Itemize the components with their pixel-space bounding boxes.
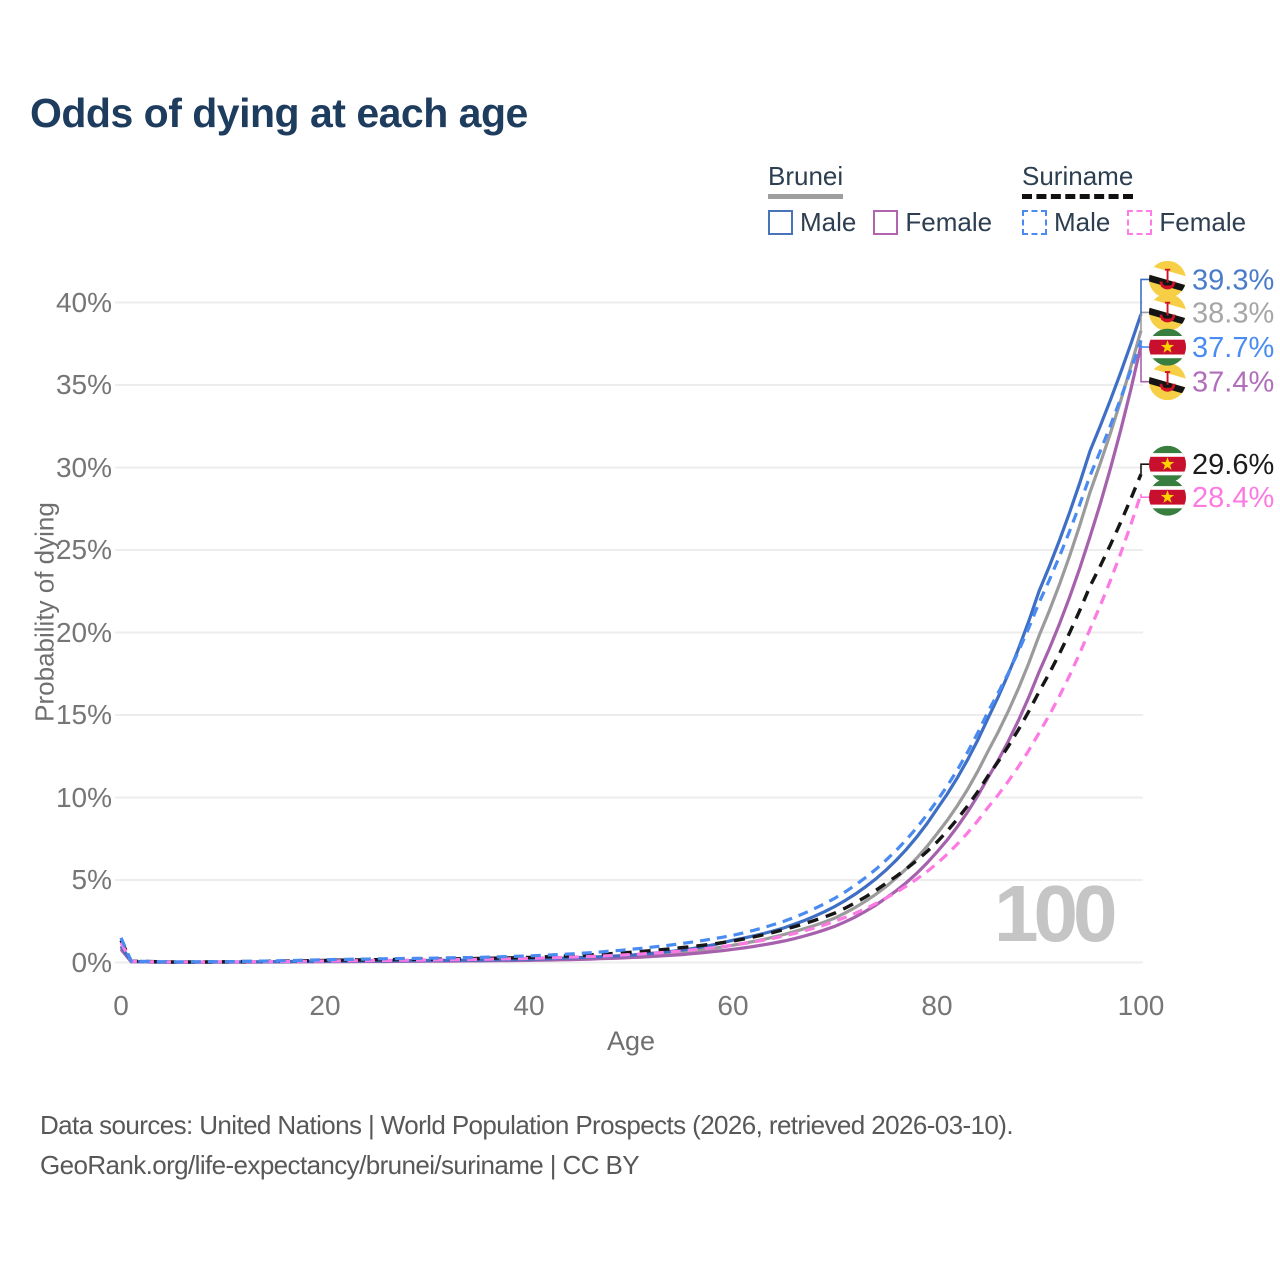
label-leader-suriname-male [1140, 340, 1149, 348]
watermark-age-label: 100 [994, 869, 1118, 958]
legend-item-label: Male [1054, 207, 1111, 237]
brunei-male-swatch [768, 209, 793, 235]
flag-suriname-icon [1149, 445, 1186, 483]
y-tick: 15% [55, 699, 112, 730]
legend-group-suriname: Suriname Male Female [1022, 161, 1246, 237]
x-tick: 60 [717, 990, 749, 1021]
flag-suriname-icon [1149, 478, 1186, 516]
label-leader-suriname-total [1140, 463, 1149, 475]
y-tick: 30% [55, 451, 112, 483]
end-label-suriname-male: 37.7% [1192, 332, 1274, 364]
legend-group-brunei: Brunei Male Female [768, 161, 992, 237]
footer-link: GeoRank.org/life-expectancy/brunei/surin… [40, 1150, 640, 1180]
suriname-female-swatch [1127, 209, 1153, 235]
legend-item-brunei-male[interactable]: Male [768, 207, 856, 237]
legend-item-suriname-female[interactable]: Female [1127, 207, 1246, 237]
flag-brunei-icon [1149, 293, 1186, 331]
legend-item-brunei-female[interactable]: Female [873, 207, 992, 237]
y-tick: 35% [55, 369, 112, 400]
suriname-male-swatch [1022, 209, 1047, 235]
footer: Data sources: United Nations | World Pop… [40, 1105, 1014, 1185]
series-line-suriname-total[interactable] [119, 473, 1143, 964]
legend-item-label: Female [905, 207, 993, 237]
x-tick: 0 [113, 990, 129, 1021]
y-tick: 10% [55, 781, 112, 813]
x-axis-title: Age [606, 1026, 656, 1056]
y-tick: 0% [71, 946, 112, 978]
legend-item-suriname-male[interactable]: Male [1022, 207, 1110, 237]
page-title: Odds of dying at each age [30, 90, 528, 136]
label-leader-brunei-male [1140, 278, 1149, 315]
end-label-brunei-male: 39.3% [1192, 264, 1274, 296]
y-axis-title: Probability of dying [29, 502, 60, 722]
flag-brunei-icon [1149, 260, 1186, 298]
y-tick: 5% [71, 864, 112, 895]
y-tick: 25% [55, 534, 112, 565]
x-tick: 20 [309, 990, 341, 1021]
end-label-brunei-total: 38.3% [1192, 297, 1274, 329]
series-line-suriname-female[interactable] [119, 493, 1143, 964]
brunei-female-swatch [873, 209, 899, 235]
x-tick: 40 [513, 990, 545, 1021]
legend-country-suriname[interactable]: Suriname [1022, 161, 1134, 199]
legend-item-label: Male [800, 207, 857, 237]
x-tick: 80 [921, 990, 953, 1021]
end-label-suriname-total: 29.6% [1192, 449, 1274, 481]
label-leader-brunei-female [1140, 345, 1149, 383]
series-line-brunei-total[interactable] [119, 330, 1143, 964]
label-leader-suriname-female [1140, 493, 1149, 498]
end-label-suriname-female: 28.4% [1192, 482, 1274, 514]
series-line-brunei-male[interactable] [119, 313, 1143, 964]
y-tick: 20% [55, 616, 112, 648]
footer-sources: Data sources: United Nations | World Pop… [40, 1110, 1014, 1140]
series-line-brunei-female[interactable] [119, 345, 1143, 964]
flag-brunei-icon [1149, 363, 1186, 401]
legend-country-brunei[interactable]: Brunei [768, 161, 844, 199]
y-tick: 40% [55, 286, 112, 318]
end-label-brunei-female: 37.4% [1192, 367, 1274, 399]
legend-item-label: Female [1159, 207, 1247, 237]
series-line-suriname-male[interactable] [119, 339, 1143, 964]
flag-suriname-icon [1149, 328, 1186, 366]
x-tick: 100 [1117, 990, 1165, 1021]
